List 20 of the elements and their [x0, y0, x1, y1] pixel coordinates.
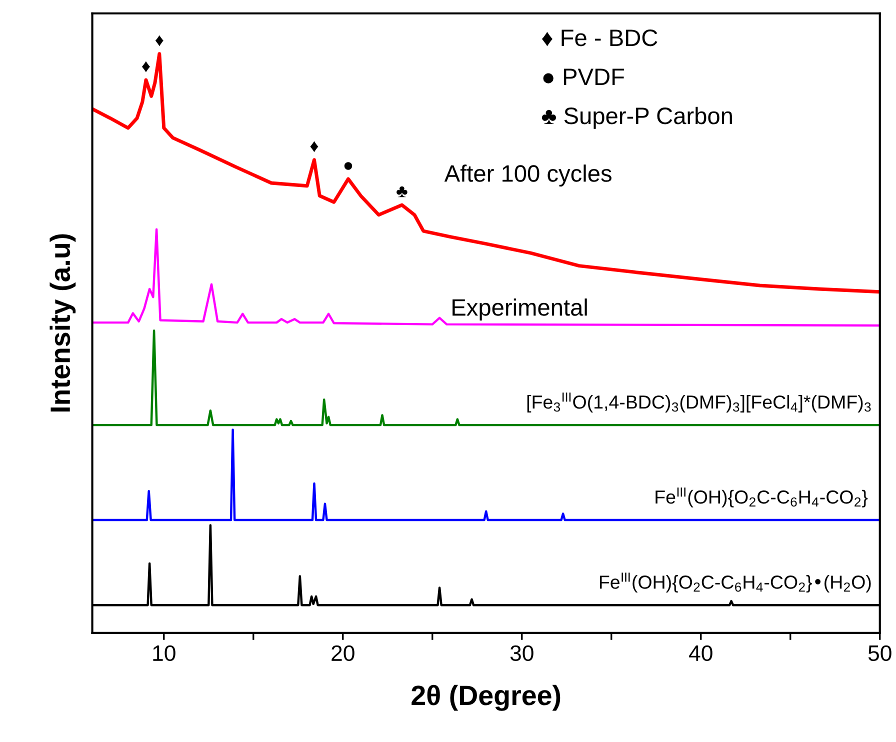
annotation: ♦	[142, 61, 150, 72]
y-axis-title: Intensity (a.u)	[50, 234, 76, 412]
series-label: After 100 cycles	[444, 164, 612, 187]
annotation: ♦	[310, 141, 318, 152]
text: Fe$^{III}$(OH){O$_{2}$C-C$_{6}$H$_{4}$-CO$_{2}$}•(H$_{2}$O)	[600, 572, 871, 593]
annotation: ♣ Super-P Carbon	[542, 106, 732, 129]
series-label: Experimental	[452, 298, 587, 320]
x-axis-title: 2θ (Degree)	[412, 684, 560, 711]
x-tick-label: 40	[689, 645, 712, 662]
text: ♦ Fe - BDC	[542, 29, 658, 46]
text: [Fe$_{3}$$^{III}$O(1,4-BDC)$_{3}$(DMF)$_{3}$][FeCl$_{4}$]*(DMF)$_{3}$	[527, 392, 871, 412]
x-tick-label: 50	[868, 645, 892, 662]
annotation: ●	[344, 162, 352, 170]
annotation: ♣	[396, 186, 408, 198]
x-tick-label: 20	[332, 645, 354, 662]
annotation: ♦	[155, 35, 164, 46]
text: Fe$^{III}$(OH){O$_{2}$C-C$_{6}$H$_{4}$-CO$_{2}$}	[656, 488, 868, 508]
annotation: ● PVDF	[543, 68, 624, 85]
x-tick-label: 30	[510, 645, 534, 662]
x-tick-label: 10	[153, 645, 176, 662]
